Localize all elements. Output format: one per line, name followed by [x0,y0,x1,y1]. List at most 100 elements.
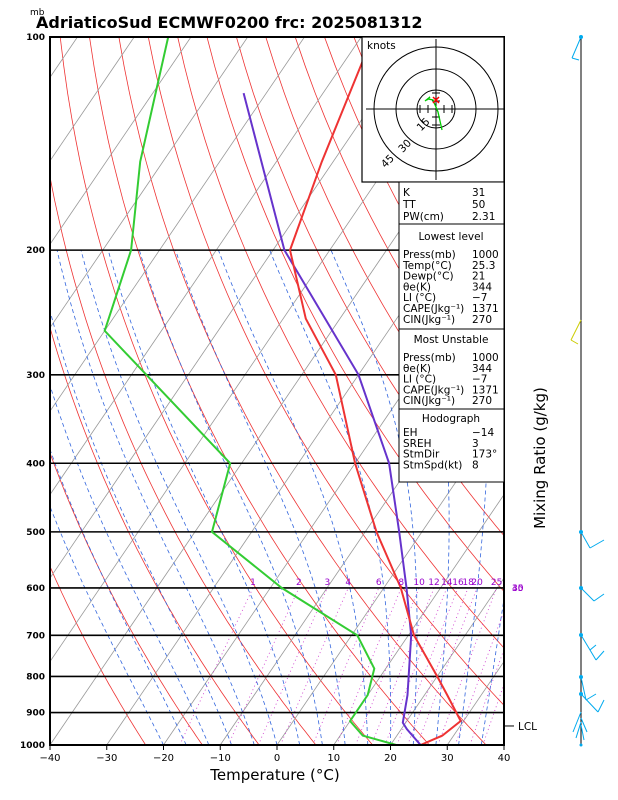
mixing-ratio-label: 40 [512,584,524,594]
moist-adiabat [218,249,369,745]
most-unstable-label: CIN(Jkg⁻¹) [403,395,455,407]
index-k-value: 31 [472,187,485,199]
hodograph-param-value: −14 [472,427,494,439]
pressure-tick-label: 800 [26,672,45,682]
parcel-profile [242,92,422,745]
lowest-level-value: 1371 [472,303,499,315]
mixing-ratio-label: 10 [413,578,425,588]
dry-adiabat [147,37,504,706]
isotherm [50,37,135,162]
most-unstable-header: Most Unstable [414,334,489,346]
most-unstable-value: −7 [472,374,487,386]
isotherm [50,37,305,412]
lowest-level-value: 270 [472,314,492,326]
temperature-profile [288,37,462,745]
moist-adiabat [50,505,164,745]
pressure-tick-label: 300 [26,371,45,381]
mixing-ratio-label: 6 [376,578,382,588]
hodograph-param-label: EH [403,427,418,439]
dry-adiabat [177,37,504,649]
most-unstable-value: 344 [472,363,492,375]
x-tick-label: −10 [210,753,231,764]
hodograph-inset: knots 15 30 45 [361,36,505,183]
plot-area [0,37,504,745]
hodograph-param-label: SREH [403,438,432,450]
index-pw-label: PW(cm) [403,211,444,223]
lowest-level-value: 1000 [472,249,499,261]
isotherm [50,37,249,329]
isotherm [50,37,362,496]
x-tick-label: −40 [39,753,60,764]
mixing-ratio-label: 30 [512,584,524,594]
mixing-ratio-axis-label: Mixing Ratio (g/kg) [531,387,549,529]
mixing-ratio-label: 35 [512,584,523,594]
mixing-ratio-label: 8 [398,578,404,588]
dry-adiabat [265,37,504,481]
indices-table: K 31 TT 50 PW(cm) 2.31 Lowest level Pres… [398,181,505,483]
mixing-ratio-label: 2 [296,578,302,588]
hodograph-param-label: StmDir [403,449,440,461]
mixing-ratio-label: 14 [441,578,453,588]
x-tick-label: 20 [384,753,397,764]
pressure-tick-label: 900 [26,709,45,719]
moist-adiabat [50,448,187,745]
moist-adiabat [480,596,504,745]
lowest-level-header: Lowest level [418,231,483,243]
mixing-ratio-line [258,587,328,745]
lowest-level-label: CIN(Jkg⁻¹) [403,314,455,326]
pressure-tick-label: 1000 [20,741,45,751]
index-k-label: K [403,187,411,199]
most-unstable-value: 1000 [472,352,499,364]
isotherm [50,37,419,579]
lowest-level-label: Press(mb) [403,249,456,261]
x-tick-label: −20 [153,753,174,764]
x-tick-label: 40 [498,753,511,764]
dewpoint-profile [103,37,397,745]
mixing-ratio-label: 3 [325,578,331,588]
most-unstable-label: Press(mb) [403,352,456,364]
pressure-tick-label: 100 [26,33,45,43]
most-unstable-label: CAPE(Jkg⁻¹) [403,384,464,396]
index-pw-value: 2.31 [472,211,495,223]
hodograph-param-value: 3 [472,438,479,450]
mixing-ratio-label: 4 [345,578,351,588]
wind-barb-profile [570,35,605,747]
x-tick-label: 10 [327,753,340,764]
hodograph-trace [424,96,443,131]
lcl-label: LCL [518,721,537,733]
moist-adiabat [138,249,323,745]
x-tick-label: 30 [441,753,454,764]
isotherm [390,577,504,745]
moist-adiabat [269,249,392,745]
dry-adiabat [50,174,317,745]
mixing-ratio-label: 25 [491,578,502,588]
lowest-level-label: Dewp(°C) [403,271,454,283]
dry-adiabat [50,565,146,745]
hodograph-unit-label: knots [367,40,396,52]
moist-adiabat [56,250,255,745]
hodograph-params-header: Hodograph [422,413,480,425]
isotherm [106,160,504,745]
lowest-level-value: 344 [472,281,492,293]
isotherm [503,744,504,745]
lowest-level-label: LI (°C) [403,292,436,304]
isotherm [276,410,504,745]
isotherm [333,493,504,745]
lowest-level-label: Temp(°C) [402,260,452,272]
lowest-level-value: 25.3 [472,260,495,272]
isotherm [0,37,21,745]
dry-adiabat [59,37,373,745]
pressure-tick-label: 600 [26,584,45,594]
pressure-tick-label: 200 [26,246,45,256]
dry-adiabat [236,37,504,537]
moist-adiabat [107,249,301,745]
mixing-ratio-line [227,587,300,745]
mixing-ratio-label: 1 [250,578,256,588]
mixing-ratio-label: 18 [462,578,474,588]
pressure-tick-label: 700 [26,631,45,641]
lowest-level-label: CAPE(Jkg⁻¹) [403,303,464,315]
lowest-level-value: 21 [472,271,485,283]
mixing-ratio-line [437,587,497,745]
hodograph-param-value: 173° [472,449,497,461]
